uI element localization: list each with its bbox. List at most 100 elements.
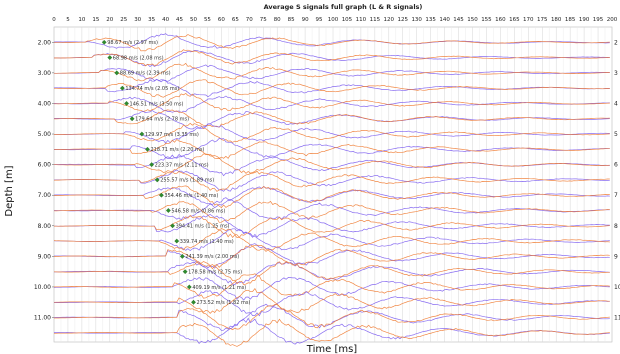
pick-marker [191, 299, 196, 305]
right-tick-label: 7 [614, 192, 618, 199]
pick-label: 98.67 m/s (2.97 ms) [107, 40, 158, 46]
pick-marker [145, 146, 150, 152]
trace-line-r [54, 185, 610, 209]
y-tick-label: 5.00 [38, 131, 52, 138]
trace-line-l [54, 197, 610, 221]
trace-line-r [54, 304, 610, 331]
x-tick-label: 160 [495, 17, 506, 23]
trace-line-r [54, 92, 610, 112]
right-tick-label: 4 [614, 100, 618, 107]
x-tick-label: 140 [439, 17, 450, 23]
x-tick-label: 105 [342, 17, 353, 23]
trace-line-l [53, 186, 610, 209]
x-tick-label: 40 [162, 17, 169, 23]
right-tick-label: 2 [614, 39, 618, 46]
pick-label: 223.37 m/s (2.11 ms) [155, 162, 209, 168]
first-arrival-picks: 98.67 m/s (2.97 ms) 68.98 m/s (2.08 ms) 88… [101, 39, 251, 306]
pick-marker [186, 284, 192, 290]
trace-line-l [53, 123, 610, 144]
y-tick-label: 9.00 [38, 253, 52, 260]
right-tick-label: 8 [614, 223, 618, 230]
trace-line-l [53, 290, 610, 317]
trace-line-r [54, 34, 610, 52]
x-tick-label: 110 [356, 17, 367, 23]
pick-label: 546.58 m/s (0.86 ms) [171, 208, 225, 214]
x-tick-label: 175 [537, 17, 548, 23]
pick-label: 273.52 m/s (1.82 ms) [197, 300, 251, 306]
x-tick-label: 10 [78, 17, 85, 23]
pick-label: 218.71 m/s (2.20 ms) [150, 147, 204, 153]
trace-line-r [53, 214, 610, 238]
pick-marker [170, 223, 175, 229]
y-tick-label: 11.00 [34, 315, 51, 322]
pick-marker [139, 131, 145, 137]
x-tick-label: 20 [106, 17, 113, 23]
trace-line-r [53, 261, 610, 285]
y-tick-label: 7.00 [38, 192, 52, 199]
x-tick-label: 200 [607, 17, 618, 23]
pick-label: 178.58 m/s (2.75 ms) [188, 269, 242, 275]
pick-label: 339.74 m/s (1.40 ms) [180, 239, 234, 245]
x-tick-label: 155 [481, 17, 492, 23]
trace-line-l [54, 110, 610, 130]
trace-line-r [53, 273, 610, 299]
x-tick-label: 100 [328, 17, 339, 23]
right-tick-label: 9 [614, 253, 618, 260]
x-tick-label: 0 [52, 17, 56, 23]
x-tick-label: 185 [565, 17, 576, 23]
x-tick-label: 190 [579, 17, 590, 23]
x-tick-label: 30 [134, 17, 141, 23]
x-tick-label: 35 [148, 17, 155, 23]
pick-marker [101, 39, 107, 45]
pick-label: 68.98 m/s (2.08 ms) [113, 55, 164, 61]
pick-marker [154, 177, 160, 183]
x-tick-label: 50 [190, 17, 197, 23]
x-tick-label: 150 [467, 17, 478, 23]
trace-line-r [53, 139, 610, 159]
trace-line-l [53, 277, 610, 301]
pick-marker [124, 101, 129, 106]
y-tick-label: 6.00 [38, 162, 52, 169]
y-axis-label: Depth [m] [4, 165, 15, 216]
x-tick-label: 15 [92, 17, 99, 23]
pick-marker [159, 192, 164, 198]
x-tick-label: 55 [204, 17, 211, 23]
right-tick-label: 6 [614, 162, 618, 169]
trace-line-r [53, 49, 610, 67]
x-tick-label: 5 [66, 17, 70, 23]
pick-marker [165, 208, 171, 213]
x-tick-label: 180 [551, 17, 562, 23]
pick-marker [182, 269, 188, 275]
pick-marker [179, 253, 185, 259]
x-tick-label: 145 [453, 17, 464, 23]
x-tick-label: 90 [302, 17, 309, 23]
x-tick-label: 75 [260, 17, 267, 23]
y-tick-label: 10.00 [34, 284, 51, 291]
x-tick-label: 65 [232, 17, 239, 23]
right-tick-label: 3 [614, 70, 618, 77]
trace-line-r [54, 109, 610, 128]
trace-line-l [53, 169, 610, 192]
x-tick-label: 195 [593, 17, 604, 23]
pick-marker [149, 162, 155, 168]
trace-line-r [54, 79, 610, 98]
pick-label: 354.46 m/s (1.40 ms) [164, 193, 218, 199]
trace-line-r [53, 62, 610, 82]
x-tick-label: 85 [288, 17, 295, 23]
x-tick-label: 80 [274, 17, 281, 23]
pick-marker [129, 116, 135, 122]
trace-line-r [53, 228, 610, 252]
x-tick-label: 45 [176, 17, 183, 23]
y-tick-label: 2.00 [38, 39, 52, 46]
pick-label: 409.19 m/s (1.21 ms) [192, 285, 246, 291]
x-tick-label: 125 [398, 17, 409, 23]
pick-label: 241.39 m/s (2.00 ms) [185, 254, 239, 260]
trace-line-r [53, 170, 610, 192]
pick-label: 134.74 m/s (2.05 ms) [125, 86, 179, 92]
right-tick-label: 10 [614, 284, 620, 291]
x-axis-label: Time [ms] [306, 344, 358, 354]
axes: 0 5 10 15 20 25 30 35 40 45 50 55 60 65 70 75 80 85 90 95 10… [34, 17, 620, 322]
pick-marker [119, 85, 125, 91]
pick-label: 255.57 m/s (1.89 ms) [160, 178, 214, 184]
